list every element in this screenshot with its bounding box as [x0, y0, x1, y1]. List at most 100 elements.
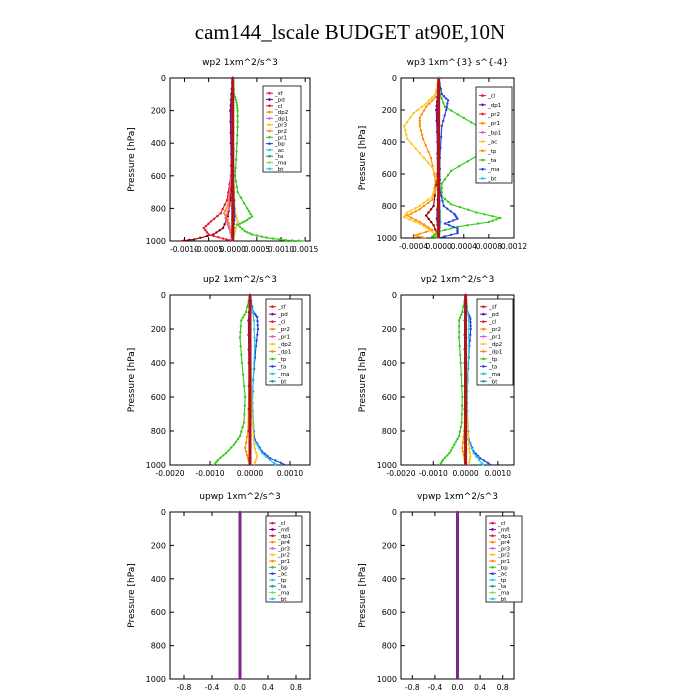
data-point [234, 226, 238, 230]
legend-label: _ta [497, 584, 506, 590]
data-point [236, 437, 240, 441]
data-point [414, 210, 417, 213]
data-point [410, 216, 413, 219]
legend-label: _dp2 [488, 342, 502, 348]
data-point [212, 217, 216, 220]
data-point [412, 112, 415, 115]
data-point [221, 207, 224, 211]
x-tick-label: -0.4 [205, 683, 220, 692]
legend-marker [271, 342, 274, 346]
data-point [449, 449, 453, 452]
data-point [265, 236, 268, 239]
data-point [236, 223, 239, 226]
legend-label: _ma [487, 167, 499, 173]
data-point [252, 379, 255, 382]
legend-box [475, 86, 513, 184]
data-point [433, 191, 436, 194]
data-point [418, 124, 421, 128]
y-tick-label: 600 [151, 393, 166, 402]
data-point [224, 451, 228, 455]
data-point [219, 456, 222, 459]
data-point [451, 446, 454, 449]
legend-marker [268, 167, 271, 171]
data-point [431, 230, 434, 233]
legend-marker [271, 335, 274, 338]
legend-marker [491, 566, 494, 569]
data-point [420, 133, 424, 136]
data-point [491, 215, 494, 218]
data-point [422, 201, 426, 205]
data-point [418, 152, 421, 155]
data-point [207, 222, 210, 225]
x-tick-label: 0.0000 [220, 245, 246, 254]
data-point [252, 319, 256, 322]
data-point [443, 456, 447, 459]
data-point [215, 231, 218, 234]
data-point [238, 222, 242, 225]
data-point [468, 461, 471, 464]
legend-marker [482, 357, 485, 361]
data-point [214, 462, 217, 465]
data-point [460, 373, 463, 376]
legend-label: _ta [274, 154, 283, 160]
data-point [446, 207, 449, 210]
plot-frame [400, 294, 515, 466]
data-point [434, 92, 437, 96]
data-point [456, 437, 459, 441]
legend-marker [271, 540, 274, 544]
y-tick-label: 0 [161, 291, 166, 300]
x-tick-label: 0.0008 [476, 242, 502, 251]
data-point [410, 142, 413, 145]
data-point [254, 314, 258, 317]
x-tick-label: -0.0020 [387, 469, 416, 478]
data-point [416, 108, 419, 112]
panel-title: wp3 1xm^{3} s^{-4} [407, 58, 509, 68]
data-point [256, 333, 259, 336]
data-point [235, 142, 239, 145]
legend-label: _pr1 [277, 559, 290, 565]
legend-label: _cl [487, 94, 496, 100]
data-point [406, 137, 409, 140]
y-tick-label: 0 [161, 508, 166, 517]
legend-marker [481, 140, 484, 143]
x-tick-label: -0.0004 [399, 242, 428, 251]
legend-marker [481, 112, 484, 116]
panel-vp2: vp2 1xm^2/s^3 Pressure [hPa] 0 200 400 600 800… [358, 275, 515, 478]
data-point [426, 201, 430, 205]
data-point [478, 457, 482, 460]
data-point [223, 203, 226, 206]
legend-label: _bp [497, 565, 508, 571]
data-point [412, 234, 415, 237]
data-point [406, 120, 409, 124]
legend-marker [481, 94, 484, 97]
data-point [448, 451, 451, 455]
legend-marker [268, 104, 271, 108]
data-point [458, 316, 462, 319]
data-point [442, 204, 445, 208]
data-point [449, 227, 453, 230]
data-point [468, 447, 471, 450]
data-point [431, 166, 434, 169]
data-point [459, 353, 462, 356]
x-tick-label: -0.0005 [194, 245, 223, 254]
data-point [256, 324, 259, 327]
legend-marker [482, 350, 485, 353]
data-point [241, 316, 244, 319]
data-point [422, 204, 426, 208]
data-point [245, 218, 249, 222]
legend-marker [482, 342, 485, 346]
legend-label: _ta [487, 158, 496, 164]
data-point [440, 124, 443, 128]
data-point [240, 430, 243, 433]
data-point [227, 226, 231, 230]
x-tick-label: 0.0000 [426, 242, 452, 251]
legend-marker [271, 305, 274, 309]
y-tick-label: 400 [382, 359, 397, 368]
data-point [234, 98, 237, 102]
panel-wp2: wp2 1xm^2/s^3 Pressure [hPa] 0 200 400 600 800… [127, 58, 319, 254]
data-point [424, 144, 427, 147]
data-point [446, 454, 449, 457]
data-point [235, 101, 238, 104]
data-point [495, 218, 498, 221]
